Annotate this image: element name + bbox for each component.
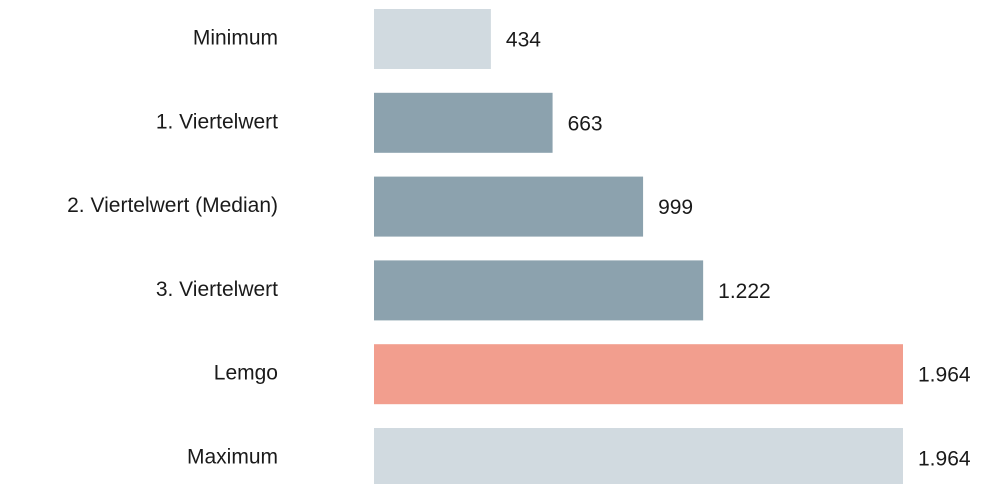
value-label: 1.964 (918, 364, 971, 387)
category-label: Minimum (193, 27, 278, 50)
category-label: 2. Viertelwert (Median) (67, 194, 278, 217)
bar (374, 260, 704, 321)
value-label: 999 (658, 196, 693, 219)
bar (374, 428, 903, 484)
bar (374, 176, 644, 237)
category-label: 3. Viertelwert (156, 278, 278, 301)
bar (374, 9, 491, 69)
bar (374, 344, 903, 405)
value-label: 434 (506, 29, 541, 52)
category-label: 1. Viertelwert (156, 110, 278, 133)
bar (374, 92, 553, 153)
value-label: 1.964 (918, 448, 971, 471)
value-label: 663 (568, 112, 603, 135)
category-label: Lemgo (214, 362, 278, 385)
value-label: 1.222 (718, 280, 771, 303)
category-label: Maximum (187, 446, 278, 469)
